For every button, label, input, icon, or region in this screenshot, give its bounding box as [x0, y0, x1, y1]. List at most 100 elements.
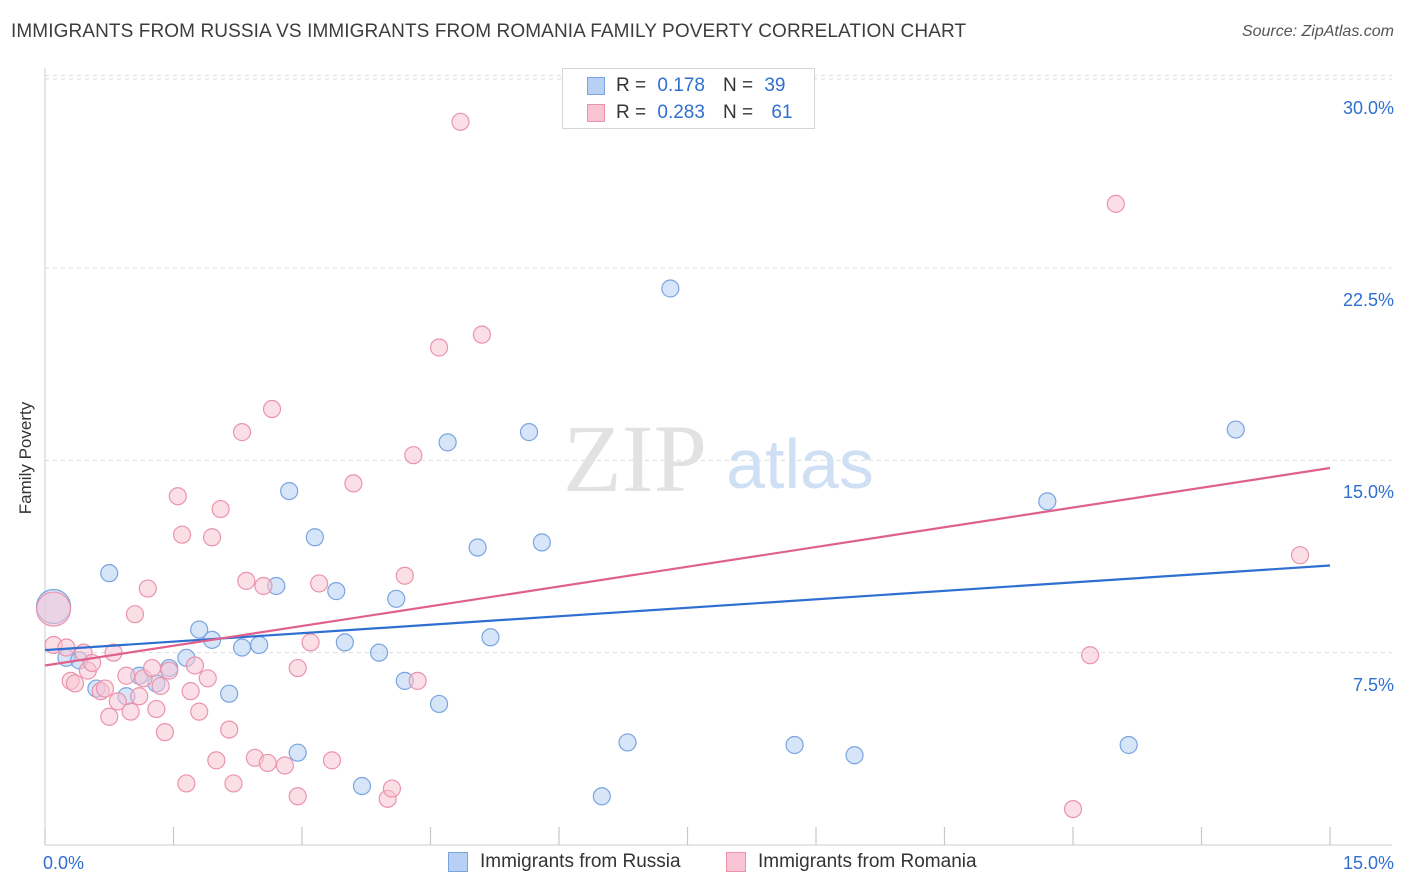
romania-r-value: 0.283 — [657, 102, 705, 123]
y-tick-label: 30.0% — [1342, 97, 1394, 118]
romania-point — [160, 661, 179, 680]
legend-row-russia: R = 0.178 N = 39 — [587, 73, 785, 99]
russia-point — [438, 433, 457, 452]
watermark-atlas: atlas — [726, 425, 874, 503]
russia-swatch — [587, 77, 605, 95]
russia-point — [352, 776, 372, 796]
romania-point — [275, 756, 294, 775]
romania-point — [344, 474, 363, 493]
russia-point — [305, 528, 324, 547]
x-tick-label-min: 0.0% — [43, 853, 85, 873]
romania-point — [147, 699, 166, 719]
russia-trend-line — [44, 564, 1331, 652]
russia-point — [250, 635, 269, 655]
russia-point — [661, 279, 680, 298]
russia-point — [785, 735, 804, 755]
romania-point — [451, 112, 470, 131]
russia-n-label: N = — [722, 75, 754, 96]
romania-point — [121, 702, 140, 721]
romania-point — [429, 338, 449, 357]
russia-n-value: 39 — [764, 75, 786, 96]
russia-point — [288, 743, 307, 762]
russia-point — [1226, 420, 1245, 439]
romania-point — [382, 779, 402, 798]
romania-point — [258, 753, 277, 773]
legend-row-romania: R = 0.283 N = 61 — [587, 100, 792, 126]
data-points — [35, 112, 1310, 819]
romania-point — [310, 574, 329, 593]
romania-point — [117, 666, 136, 685]
romania-point — [322, 751, 342, 770]
russia-point — [845, 746, 864, 765]
romania-point — [172, 525, 192, 544]
romania-point — [254, 576, 273, 596]
romania-point — [207, 751, 226, 770]
romania-point — [224, 774, 243, 793]
russia-point — [1119, 735, 1138, 755]
russia-r-label: R = — [616, 75, 647, 96]
romania-point — [232, 423, 252, 442]
russia-legend-swatch — [448, 852, 468, 872]
russia-point — [1038, 492, 1057, 511]
romania-point — [202, 528, 222, 547]
romania-point — [211, 499, 230, 519]
romania-point — [288, 658, 307, 678]
romania-r-label: R = — [616, 102, 647, 123]
russia-point — [100, 564, 119, 583]
series-legend: Immigrants from Russia Immigrants from R… — [0, 851, 1406, 877]
grid-lines — [45, 75, 1392, 654]
romania-point — [125, 605, 145, 624]
russia-point — [370, 643, 389, 662]
y-tick-label: 7.5% — [1352, 674, 1394, 695]
chart-title: IMMIGRANTS FROM RUSSIA VS IMMIGRANTS FRO… — [11, 21, 967, 42]
axes — [44, 68, 1392, 846]
russia-point — [335, 633, 354, 652]
romania-point — [65, 674, 85, 693]
romania-point — [198, 669, 217, 688]
russia-point — [190, 620, 209, 639]
y-axis-label-wrap: Family Poverty — [16, 346, 36, 514]
romania-point — [151, 676, 170, 696]
source-credit: Source: ZipAtlas.com — [1241, 23, 1394, 40]
romania-point — [138, 579, 157, 598]
romania-point — [168, 487, 187, 506]
romania-point — [1290, 546, 1310, 565]
romania-point — [262, 399, 282, 419]
romania-point — [472, 325, 491, 344]
legend-item-russia[interactable]: Immigrants from Russia — [448, 851, 681, 873]
russia-point — [519, 423, 539, 442]
romania-n-label: N = — [722, 102, 754, 123]
x-tick-label-max: 15.0% — [1342, 853, 1394, 873]
russia-point — [532, 533, 551, 552]
romania-point — [142, 658, 162, 678]
russia-r-value: 0.178 — [657, 75, 705, 96]
romania-trend-line — [44, 466, 1331, 667]
y-tick-label: 15.0% — [1342, 482, 1394, 503]
romania-point — [237, 571, 256, 590]
russia-point — [618, 733, 637, 752]
trend-lines — [44, 466, 1331, 667]
romania-point — [190, 702, 209, 721]
romania-point — [100, 707, 119, 726]
romania-point — [130, 687, 149, 706]
russia-point — [220, 684, 239, 703]
romania-point — [220, 720, 239, 739]
russia-point — [481, 628, 500, 647]
romania-point — [177, 774, 196, 793]
romania-n-value: 61 — [771, 102, 793, 123]
russia-point — [429, 694, 449, 714]
romania-legend-swatch — [726, 852, 746, 872]
romania-point — [1081, 646, 1100, 665]
romania-point — [1063, 799, 1083, 819]
romania-point — [35, 591, 72, 627]
y-axis-label: Family Poverty — [16, 401, 35, 515]
romania-point — [155, 723, 175, 742]
russia-point — [327, 582, 346, 601]
legend-item-romania[interactable]: Immigrants from Romania — [726, 851, 977, 873]
russia-point — [280, 481, 299, 501]
romania-legend-label: Immigrants from Romania — [758, 851, 977, 872]
romania-point — [95, 679, 115, 698]
russia-point — [592, 787, 611, 806]
romania-point — [395, 566, 414, 585]
